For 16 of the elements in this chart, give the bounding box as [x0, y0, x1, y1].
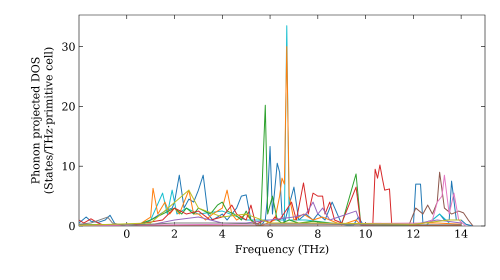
- x-tick-label: 6: [267, 230, 273, 238]
- y-tick-label: 0: [69, 222, 75, 230]
- x-tick-label: 14: [455, 230, 468, 238]
- y-tick-label: 30: [62, 42, 75, 51]
- y-tick-label: 20: [62, 102, 75, 111]
- x-tick-label: 12: [408, 230, 420, 238]
- line-series: [79, 146, 474, 226]
- y-tick-label: 10: [62, 162, 75, 170]
- x-tick-label: 2: [172, 230, 177, 238]
- line-series: [79, 190, 462, 226]
- x-axis-title: Frequency (THz): [235, 244, 328, 256]
- x-tick-label: 0: [124, 230, 130, 238]
- x-tick-label: 8: [315, 230, 321, 238]
- x-tick-label: 10: [360, 230, 372, 238]
- x-tick-label: 4: [219, 230, 226, 238]
- y-axis-title: Phonon projected DOS (States/THz·primitive cell): [30, 48, 55, 194]
